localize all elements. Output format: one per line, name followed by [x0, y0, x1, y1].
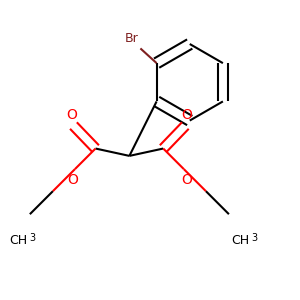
Text: O: O — [67, 173, 78, 187]
Text: O: O — [67, 108, 77, 122]
Text: Br: Br — [125, 32, 139, 46]
Text: 3: 3 — [29, 233, 35, 243]
Text: O: O — [182, 108, 192, 122]
Text: 3: 3 — [251, 233, 257, 243]
Text: CH: CH — [9, 234, 27, 247]
Text: O: O — [181, 173, 192, 187]
Text: CH: CH — [231, 234, 249, 247]
